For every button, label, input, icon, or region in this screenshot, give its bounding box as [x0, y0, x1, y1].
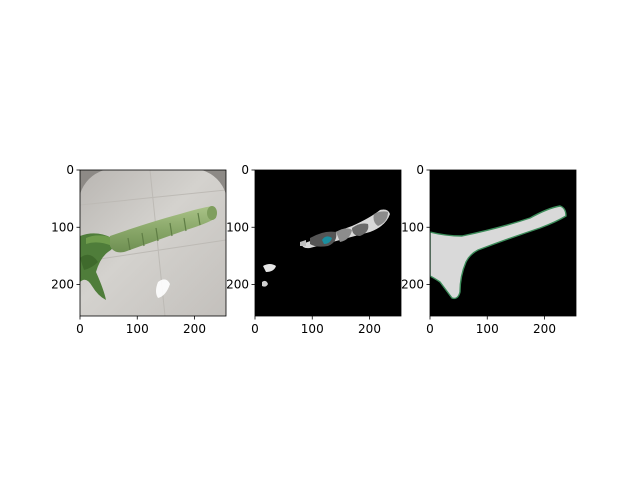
panel-1-xticks: 0 100 200: [76, 316, 206, 336]
y-tick-label: 200: [401, 278, 424, 292]
panel-2-axes-frame: [254, 169, 402, 317]
x-tick-label: 200: [533, 322, 556, 336]
y-tick-label: 100: [226, 220, 249, 234]
panel-1-yticks: 0 100 200: [51, 163, 80, 292]
x-tick-label: 0: [426, 322, 434, 336]
x-tick-label: 200: [358, 322, 381, 336]
y-tick-label: 0: [66, 163, 74, 177]
x-tick-label: 0: [76, 322, 84, 336]
x-tick-label: 100: [476, 322, 499, 336]
y-tick-label: 0: [241, 163, 249, 177]
x-tick-label: 100: [126, 322, 149, 336]
y-tick-label: 0: [416, 163, 424, 177]
panel-3-axes-frame: [429, 169, 577, 317]
x-tick-label: 100: [301, 322, 324, 336]
panel-2-yticks: 0 100 200: [226, 163, 255, 292]
y-tick-label: 100: [51, 220, 74, 234]
y-tick-label: 100: [401, 220, 424, 234]
panel-3-yticks: 0 100 200: [401, 163, 430, 292]
y-tick-label: 200: [51, 278, 74, 292]
panel-3-xticks: 0 100 200: [426, 316, 556, 336]
panel-2-xticks: 0 100 200: [251, 316, 381, 336]
panel-2-image: [255, 170, 401, 316]
y-tick-label: 200: [226, 278, 249, 292]
panel-1-axes-frame: [79, 169, 227, 317]
panel-3-image: [430, 170, 576, 316]
x-tick-label: 0: [251, 322, 259, 336]
panel-2: 0 100 200 0 100 200: [226, 163, 402, 336]
panel-1: 0 100 200 0 100 200: [51, 163, 227, 336]
panel-3: 0 100 200 0 100 200: [401, 163, 577, 336]
panel-1-image: [80, 170, 226, 316]
x-tick-label: 200: [183, 322, 206, 336]
